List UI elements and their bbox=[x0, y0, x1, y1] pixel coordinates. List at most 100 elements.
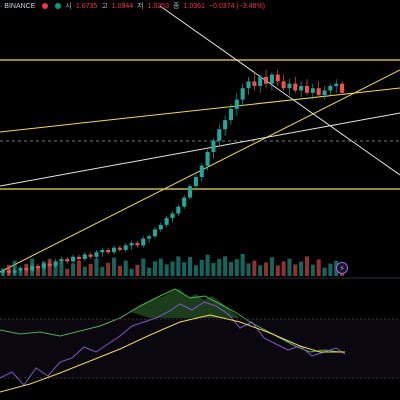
change-value: −0.0374 (−3.48%) bbox=[208, 2, 265, 10]
volume-bar bbox=[246, 263, 251, 276]
volume-bar bbox=[193, 265, 198, 276]
volume-bar bbox=[205, 254, 210, 276]
candle-body bbox=[228, 108, 234, 121]
candle-body bbox=[94, 252, 99, 257]
volume-bar bbox=[281, 261, 286, 276]
status-dot-green bbox=[55, 3, 62, 9]
candle-body bbox=[76, 256, 81, 260]
candle-body bbox=[106, 249, 111, 253]
candle-body bbox=[240, 88, 245, 100]
volume-bar bbox=[176, 256, 181, 276]
trendline-yellow-upper[interactable] bbox=[0, 87, 400, 133]
candle-body bbox=[287, 83, 292, 89]
candle-body bbox=[141, 238, 146, 246]
volume-bar bbox=[199, 260, 204, 276]
candle-body bbox=[252, 81, 257, 86]
volume-bar bbox=[94, 258, 99, 276]
volume-bar bbox=[187, 257, 193, 276]
candle-body bbox=[281, 81, 286, 89]
volume-bar bbox=[12, 260, 17, 276]
trendline-white-lower[interactable] bbox=[0, 112, 400, 187]
volume-bars bbox=[0, 254, 345, 276]
open-label: 시 bbox=[65, 3, 72, 10]
candle-body bbox=[334, 83, 339, 86]
candle-body bbox=[193, 177, 198, 187]
volume-bar bbox=[228, 262, 234, 276]
close-value: 1.0361 bbox=[183, 2, 205, 10]
candle-body bbox=[88, 254, 93, 257]
trendline-white-descending[interactable] bbox=[159, 5, 400, 176]
volume-bar bbox=[328, 263, 333, 276]
volume-bar bbox=[258, 265, 263, 276]
rsi-band-fill bbox=[0, 319, 400, 378]
symbol-label[interactable]: · BINANCE bbox=[0, 2, 36, 10]
volume-bar bbox=[252, 260, 257, 276]
high-value: 1.0944 bbox=[111, 2, 134, 10]
volume-bar bbox=[217, 259, 222, 276]
low-value: 1.0253 bbox=[147, 2, 170, 10]
volume-bar bbox=[135, 264, 140, 276]
candle-body bbox=[53, 261, 58, 266]
status-dot-red bbox=[42, 3, 49, 9]
volume-bar bbox=[65, 268, 70, 276]
volume-bar bbox=[82, 266, 87, 276]
volume-bar bbox=[106, 262, 111, 276]
events-badge-icon[interactable]: ⚡ bbox=[336, 262, 348, 274]
volume-bar bbox=[164, 264, 169, 276]
oscillator-pane bbox=[0, 288, 341, 353]
volume-bar bbox=[322, 267, 327, 276]
volume-bar bbox=[158, 258, 163, 276]
volume-bar bbox=[111, 257, 117, 276]
volume-bar bbox=[211, 263, 216, 276]
candle-body bbox=[123, 245, 128, 250]
volume-bar bbox=[275, 265, 280, 276]
volume-bar bbox=[240, 254, 245, 276]
volume-bar bbox=[6, 264, 11, 276]
candle-body bbox=[100, 249, 105, 253]
volume-bar bbox=[223, 256, 228, 276]
volume-bar bbox=[310, 264, 315, 276]
oscillator-line bbox=[0, 288, 341, 353]
candle-body bbox=[264, 76, 269, 84]
symbol-legend: · BINANCE 시 1.0735 고 1.0944 저 1.0253 종 1.036… bbox=[0, 0, 265, 12]
volume-bar bbox=[316, 259, 321, 276]
candle-body bbox=[158, 224, 163, 230]
candle-body bbox=[275, 74, 280, 82]
volume-bar bbox=[123, 260, 128, 276]
volume-bar bbox=[293, 264, 298, 276]
candle-body bbox=[65, 259, 70, 262]
candle-body bbox=[82, 254, 87, 260]
candle-body bbox=[217, 129, 222, 141]
candle-body bbox=[258, 76, 263, 86]
candle-body bbox=[117, 247, 122, 250]
candle-body bbox=[182, 197, 187, 207]
volume-bar bbox=[170, 261, 175, 276]
volume-bar bbox=[88, 263, 93, 276]
volume-bar bbox=[53, 264, 58, 276]
volume-bar bbox=[47, 258, 52, 276]
volume-bar bbox=[299, 261, 304, 276]
volume-bar bbox=[24, 263, 29, 276]
candle-body bbox=[129, 243, 134, 246]
candle-body bbox=[234, 99, 239, 109]
candle-body bbox=[304, 85, 310, 93]
candle-body bbox=[246, 81, 251, 89]
volume-bar bbox=[117, 265, 122, 276]
candle-body bbox=[322, 90, 327, 96]
candle-body bbox=[269, 74, 274, 84]
candle-body bbox=[71, 256, 76, 262]
volume-bar bbox=[129, 268, 134, 276]
rsi-line bbox=[0, 301, 346, 386]
volume-bar bbox=[234, 259, 239, 276]
volume-bar bbox=[71, 263, 76, 276]
volume-bar bbox=[30, 258, 35, 276]
rsi-ma-line bbox=[0, 314, 345, 393]
close-label: 종 bbox=[173, 3, 180, 10]
volume-bar bbox=[59, 261, 64, 276]
candle-body bbox=[316, 88, 321, 96]
volume-bar bbox=[100, 266, 105, 276]
candle-body bbox=[164, 218, 169, 225]
candle-body bbox=[211, 140, 216, 152]
volume-bar bbox=[264, 262, 269, 276]
